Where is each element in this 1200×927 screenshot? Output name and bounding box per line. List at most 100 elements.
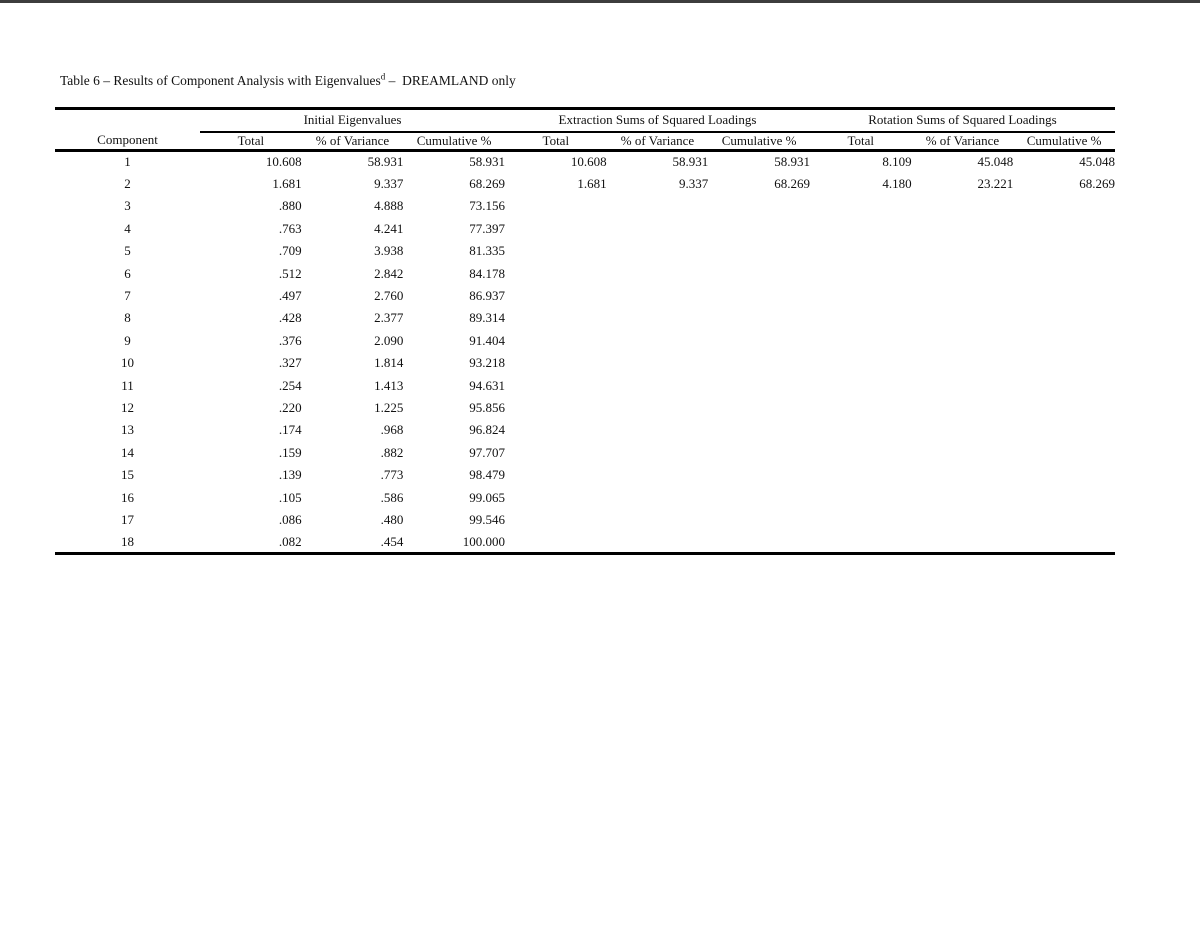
column-header-variance-extraction: % of Variance: [606, 131, 709, 152]
component-cell: 5: [124, 243, 131, 259]
column-header-variance-initial: % of Variance: [301, 131, 404, 152]
value-cell: 86.937: [469, 288, 505, 304]
value-cell: 8.109: [882, 154, 912, 170]
value-cell: [810, 374, 912, 396]
value-cell: 2.377: [374, 310, 404, 326]
column-header-row: Component Total % of Variance Cumulative…: [55, 131, 1115, 152]
table-row: 13 .174 .968 96.824: [55, 419, 1115, 441]
table-row: 14 .159 .882 97.707: [55, 442, 1115, 464]
value-cell: [607, 330, 709, 352]
value-cell: [810, 195, 912, 217]
value-cell: [1013, 509, 1115, 531]
table-row: 3 .880 4.888 73.156: [55, 195, 1115, 217]
column-header-cumulative-extraction: Cumulative %: [708, 131, 810, 152]
value-cell: [810, 352, 912, 374]
group-header-extraction: Extraction Sums of Squared Loadings: [504, 108, 810, 133]
value-cell: [810, 464, 912, 486]
value-cell: .480: [380, 511, 404, 527]
value-cell: 95.856: [469, 399, 505, 415]
value-cell: [607, 464, 709, 486]
value-cell: [607, 509, 709, 531]
table-row: 7 .497 2.760 86.937: [55, 285, 1115, 307]
value-cell: [708, 307, 810, 329]
value-cell: 45.048: [1079, 154, 1115, 170]
table-row: 12 .220 1.225 95.856: [55, 397, 1115, 419]
value-cell: 68.269: [774, 176, 810, 192]
table-body: 1 10.608 58.931 58.931 10.608 58.931 58.931 8.1…: [55, 151, 1115, 554]
value-cell: [505, 240, 607, 262]
value-cell: .968: [380, 422, 404, 438]
value-cell: [912, 464, 1014, 486]
table-row: 6 .512 2.842 84.178: [55, 262, 1115, 284]
column-header-cumulative-initial: Cumulative %: [403, 131, 505, 152]
value-cell: [607, 240, 709, 262]
value-cell: [912, 195, 1014, 217]
value-cell: 2.760: [374, 288, 404, 304]
value-cell: [912, 531, 1014, 553]
value-cell: 84.178: [469, 265, 505, 281]
table-row: 2 1.681 9.337 68.269 1.681 9.337 68.269 4.180 23…: [55, 173, 1115, 195]
value-cell: .512: [278, 265, 302, 281]
value-cell: [1013, 195, 1115, 217]
value-cell: 58.931: [774, 154, 810, 170]
value-cell: [708, 442, 810, 464]
component-cell: 15: [121, 467, 134, 483]
value-cell: [505, 397, 607, 419]
value-cell: [505, 442, 607, 464]
value-cell: .174: [278, 422, 302, 438]
value-cell: [1013, 374, 1115, 396]
value-cell: [1013, 531, 1115, 553]
table-title-suffix: – DREAMLAND only: [385, 73, 516, 88]
value-cell: [1013, 464, 1115, 486]
value-cell: [505, 531, 607, 553]
table-row: 9 .376 2.090 91.404: [55, 330, 1115, 352]
value-cell: [708, 262, 810, 284]
component-cell: 7: [124, 288, 131, 304]
value-cell: [810, 531, 912, 553]
value-cell: [708, 419, 810, 441]
value-cell: [1013, 262, 1115, 284]
column-header-variance-rotation: % of Variance: [911, 131, 1014, 152]
value-cell: 10.608: [570, 154, 607, 170]
table-row: 15 .139 .773 98.479: [55, 464, 1115, 486]
value-cell: [1013, 442, 1115, 464]
value-cell: [912, 352, 1014, 374]
value-cell: [810, 218, 912, 240]
group-header-initial: Initial Eigenvalues: [200, 108, 505, 133]
value-cell: [912, 262, 1014, 284]
value-cell: [912, 509, 1014, 531]
value-cell: 4.180: [882, 176, 912, 192]
value-cell: 2.842: [374, 265, 404, 281]
table-row: 5 .709 3.938 81.335: [55, 240, 1115, 262]
value-cell: 1.225: [374, 399, 404, 415]
value-cell: 2.090: [374, 332, 404, 348]
value-cell: [505, 419, 607, 441]
table-row: 18 .082 .454 100.000: [55, 531, 1115, 553]
value-cell: 89.314: [469, 310, 505, 326]
value-cell: [1013, 307, 1115, 329]
value-cell: [708, 240, 810, 262]
value-cell: [505, 374, 607, 396]
value-cell: [607, 195, 709, 217]
component-cell: 6: [124, 265, 131, 281]
value-cell: 73.156: [469, 198, 505, 214]
value-cell: 91.404: [469, 332, 505, 348]
value-cell: [708, 531, 810, 553]
value-cell: .880: [278, 198, 302, 214]
value-cell: 4.241: [374, 220, 404, 236]
value-cell: 1.814: [374, 355, 404, 371]
value-cell: [607, 486, 709, 508]
value-cell: 77.397: [469, 220, 505, 236]
value-cell: [505, 285, 607, 307]
value-cell: .254: [278, 377, 302, 393]
value-cell: 10.608: [265, 154, 302, 170]
value-cell: [912, 240, 1014, 262]
group-header-rotation: Rotation Sums of Squared Loadings: [809, 108, 1115, 133]
value-cell: .763: [278, 220, 302, 236]
value-cell: 94.631: [469, 377, 505, 393]
value-cell: [912, 486, 1014, 508]
value-cell: .082: [278, 533, 302, 549]
column-header-total-rotation: Total: [809, 131, 912, 152]
results-table: Initial Eigenvalues Extraction Sums of S…: [55, 107, 1115, 556]
